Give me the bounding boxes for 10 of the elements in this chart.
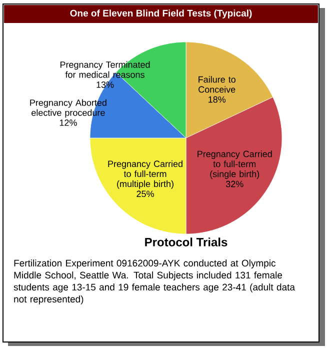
slice-label: Failure to Conceive <box>198 76 236 93</box>
chart-title: One of Eleven Blind Field Tests (Typical) <box>70 10 252 18</box>
data-label: 18% <box>208 96 226 103</box>
data-label: 12% <box>60 120 77 126</box>
slice-label: Pregnancy Carried to full-term (single birth) <box>198 150 272 179</box>
text: Fertilization Experiment 09162009-AYK conducted at Olympic Middle School, Seattle Wa. Total Subjects included 131 female students age 13-15 and 19 female teachers age 23-41 (adult data not represented) <box>14 260 295 304</box>
slice-label: Pregnancy Carried to full-term (multiple birth) <box>108 160 182 189</box>
data-label: 32% <box>226 180 244 188</box>
text: Protocol Trials <box>145 238 228 246</box>
data-label: 25% <box>136 190 154 198</box>
